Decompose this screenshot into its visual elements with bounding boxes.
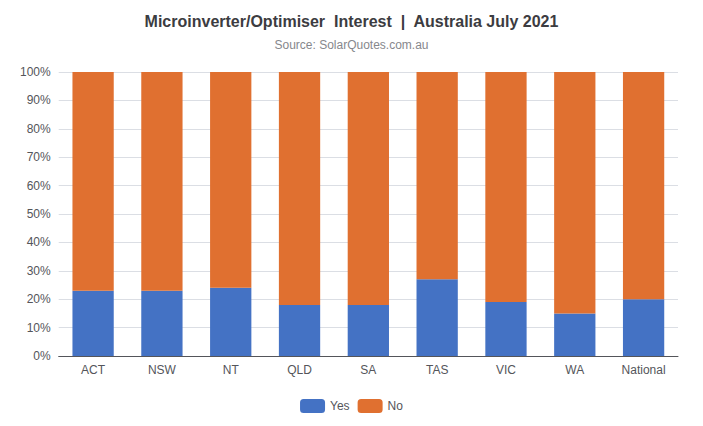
svg-text:50%: 50% [27,207,51,221]
svg-text:ACT: ACT [81,363,106,377]
svg-text:QLD: QLD [287,363,312,377]
svg-text:National: National [622,363,666,377]
svg-text:Source: SolarQuotes.com.au: Source: SolarQuotes.com.au [274,38,428,52]
svg-text:No: No [388,399,404,413]
svg-text:VIC: VIC [496,363,516,377]
svg-text:100%: 100% [20,65,51,79]
svg-text:Yes: Yes [330,399,350,413]
svg-text:10%: 10% [27,321,51,335]
svg-text:0%: 0% [33,349,51,363]
svg-text:NSW: NSW [148,363,177,377]
svg-text:60%: 60% [27,179,51,193]
svg-text:Microinverter/Optimiser Inter: Microinverter/Optimiser Interest | Austr… [145,13,559,30]
svg-text:40%: 40% [27,235,51,249]
svg-text:TAS: TAS [426,363,448,377]
svg-text:NT: NT [223,363,240,377]
svg-text:WA: WA [565,363,584,377]
svg-text:20%: 20% [27,292,51,306]
svg-text:SA: SA [360,363,376,377]
svg-text:80%: 80% [27,122,51,136]
svg-text:70%: 70% [27,150,51,164]
svg-text:90%: 90% [27,93,51,107]
svg-text:30%: 30% [27,264,51,278]
